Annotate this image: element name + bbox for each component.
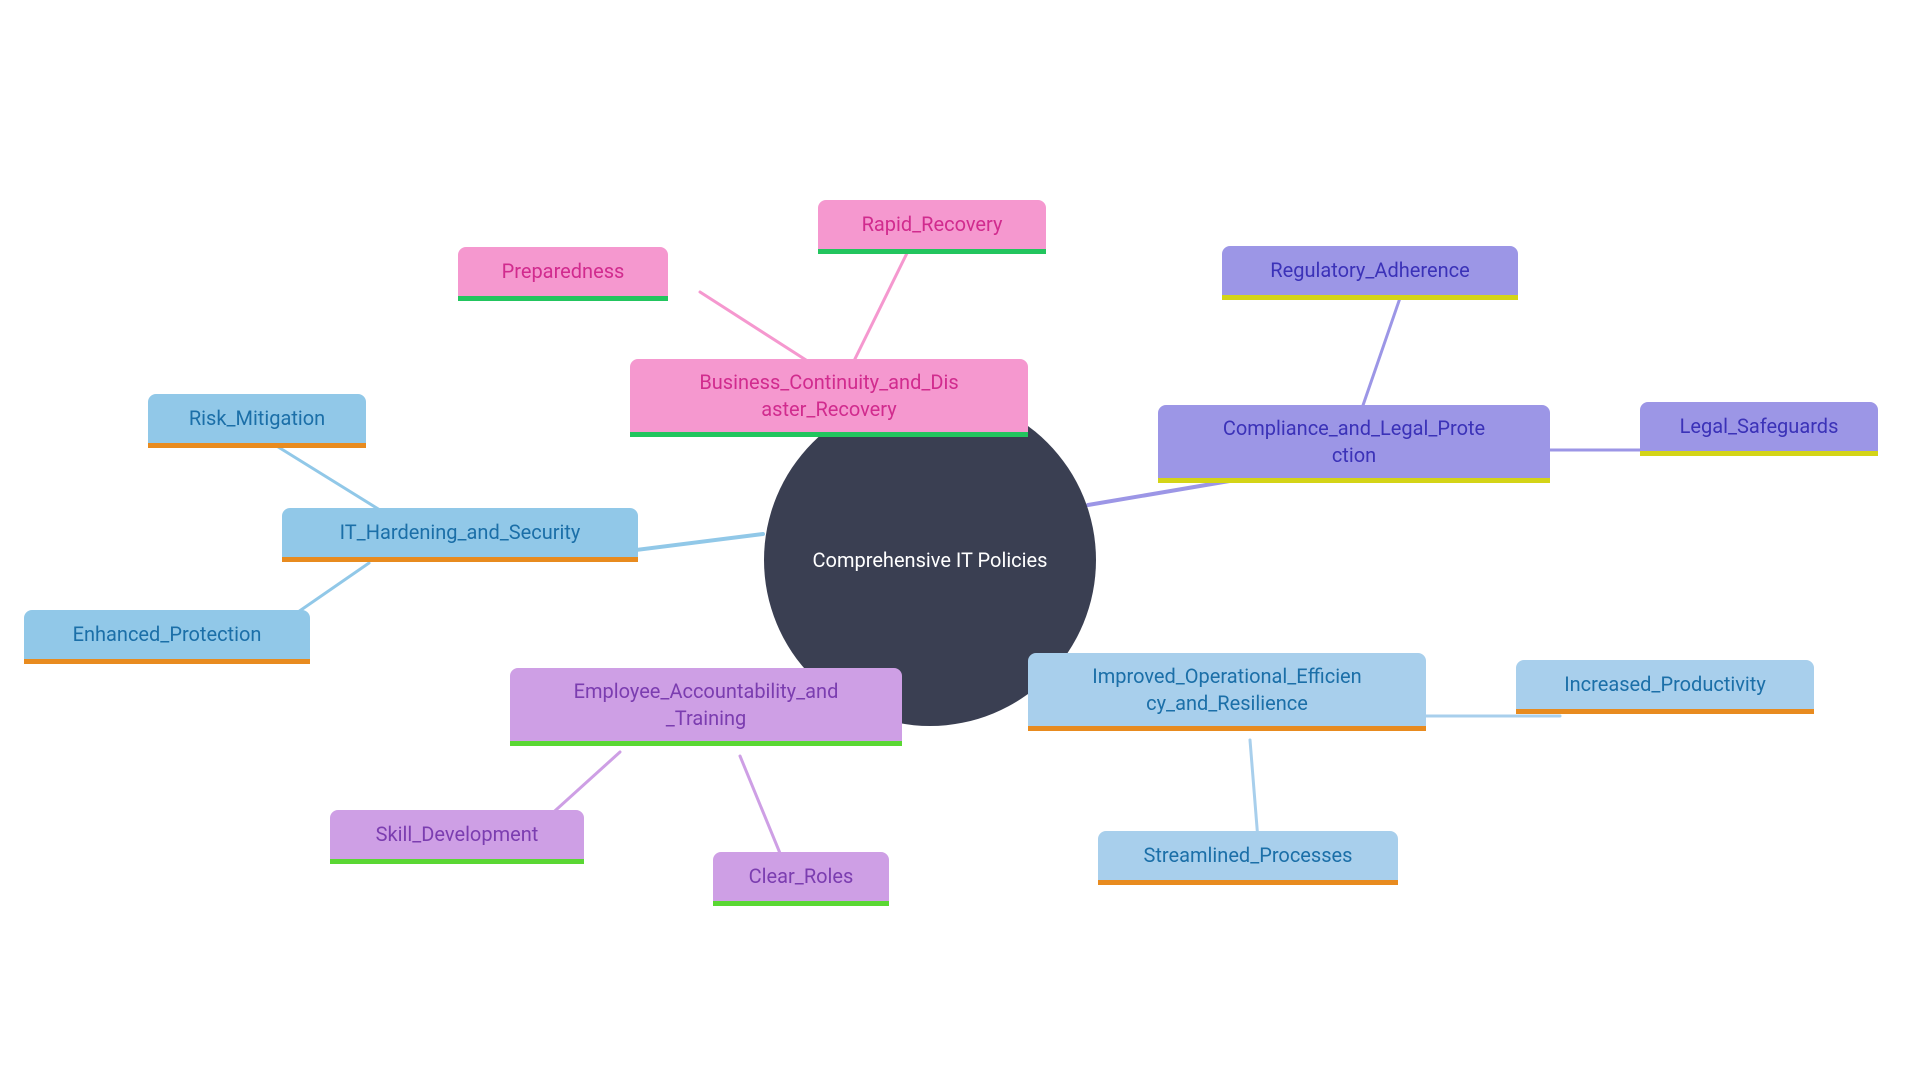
edge: [850, 247, 910, 369]
node-label: Clear_Roles: [749, 863, 854, 890]
node-clear-roles: Clear_Roles: [713, 852, 889, 906]
node-label: Improved_Operational_Efficien cy_and_Res…: [1092, 663, 1361, 717]
node-operational-efficiency: Improved_Operational_Efficien cy_and_Res…: [1028, 653, 1426, 731]
node-label: Business_Continuity_and_Dis aster_Recove…: [699, 369, 958, 423]
node-label: Compliance_and_Legal_Prote ction: [1223, 415, 1485, 469]
node-skill-development: Skill_Development: [330, 810, 584, 864]
edge: [700, 292, 820, 369]
node-it-hardening: IT_Hardening_and_Security: [282, 508, 638, 562]
node-label: Skill_Development: [376, 821, 539, 848]
node-streamlined: Streamlined_Processes: [1098, 831, 1398, 885]
node-preparedness: Preparedness: [458, 247, 668, 301]
node-label: Increased_Productivity: [1564, 671, 1766, 698]
node-employee-accountability: Employee_Accountability_and _Training: [510, 668, 902, 746]
node-label: Streamlined_Processes: [1144, 842, 1353, 869]
node-label: Rapid_Recovery: [862, 211, 1003, 238]
node-label: Risk_Mitigation: [189, 405, 325, 432]
node-label: Regulatory_Adherence: [1270, 257, 1469, 284]
edge: [620, 534, 763, 552]
node-label: Employee_Accountability_and _Training: [574, 678, 839, 732]
node-enhanced-protection: Enhanced_Protection: [24, 610, 310, 664]
edge: [1360, 298, 1400, 414]
node-regulatory: Regulatory_Adherence: [1222, 246, 1518, 300]
node-label: IT_Hardening_and_Security: [340, 519, 581, 546]
node-increased-productivity: Increased_Productivity: [1516, 660, 1814, 714]
mindmap-canvas: Comprehensive IT Policies Business_Contin…: [0, 0, 1920, 1080]
node-label: Legal_Safeguards: [1680, 413, 1839, 440]
node-compliance: Compliance_and_Legal_Prote ction: [1158, 405, 1550, 483]
node-legal-safeguards: Legal_Safeguards: [1640, 402, 1878, 456]
node-rapid-recovery: Rapid_Recovery: [818, 200, 1046, 254]
node-label: Preparedness: [502, 258, 625, 285]
node-label: Enhanced_Protection: [73, 621, 262, 648]
node-risk-mitigation: Risk_Mitigation: [148, 394, 366, 448]
center-node-label: Comprehensive IT Policies: [813, 548, 1048, 572]
node-bcdr: Business_Continuity_and_Dis aster_Recove…: [630, 359, 1028, 437]
